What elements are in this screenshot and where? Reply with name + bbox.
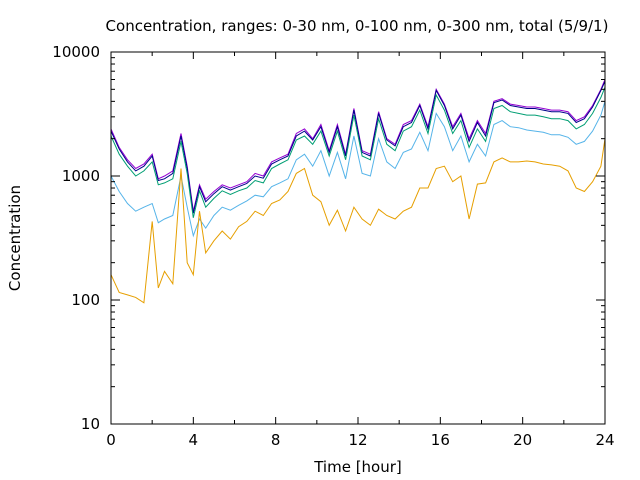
x-tick-label: 24 xyxy=(595,431,614,449)
y-axis-title: Concentration xyxy=(6,185,24,291)
x-tick-label: 16 xyxy=(431,431,450,449)
x-tick-label: 4 xyxy=(189,431,199,449)
y-tick-label: 10000 xyxy=(52,43,100,61)
y-tick-label: 1000 xyxy=(62,167,100,185)
series-layer xyxy=(110,79,606,304)
series-line-2 xyxy=(110,81,606,214)
x-tick-label: 8 xyxy=(271,431,281,449)
x-tick-label: 20 xyxy=(513,431,532,449)
x-tick-label: 12 xyxy=(348,431,367,449)
y-tick-label: 100 xyxy=(71,291,100,309)
x-tick-label: 0 xyxy=(106,431,116,449)
x-axis-title: Time [hour] xyxy=(313,458,402,476)
series-line-5 xyxy=(110,138,606,304)
y-tick-label: 10 xyxy=(81,415,100,433)
tick-layer: 0 4 8 12 16 20 24 10 100 1000 10000 xyxy=(52,43,614,449)
series-line-4 xyxy=(110,101,606,238)
chart-title: Concentration, ranges: 0-30 nm, 0-100 nm… xyxy=(106,17,609,35)
series-line-3 xyxy=(110,87,606,218)
series-line-1 xyxy=(110,79,606,212)
